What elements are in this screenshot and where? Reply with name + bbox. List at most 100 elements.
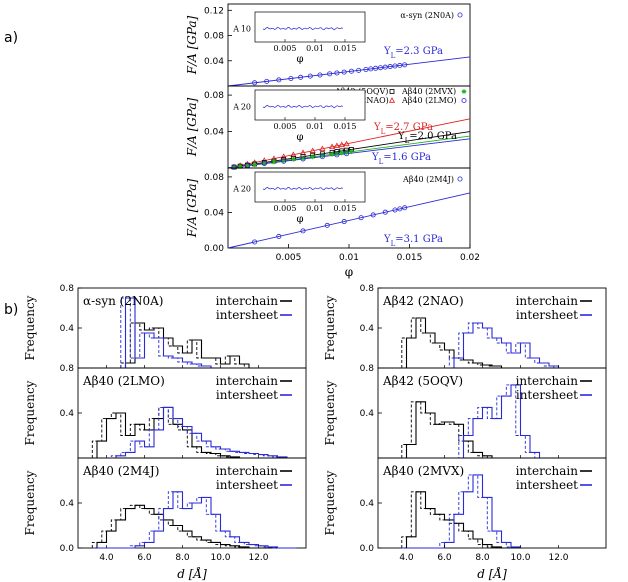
a-ytick-label: 0.04: [204, 128, 224, 138]
a-data-point: [341, 69, 347, 75]
a-fit-label-red: YL=2.7 GPa: [373, 122, 433, 136]
a-ytick-label: 0.08: [204, 32, 224, 42]
a-data-point: [300, 155, 306, 161]
a-data-point: [298, 74, 304, 80]
b-ytick-label: 0.8: [60, 284, 75, 294]
panel-label-a: a): [4, 30, 18, 46]
a-legend-marker: [389, 89, 395, 94]
b-subplot-4: 0.4 0.0 Frequency Aβ40 (2M4J) interchaininte…: [23, 457, 307, 581]
b-legend-interchain: interchain: [516, 464, 579, 478]
b-legend-intersheet: intersheet: [216, 308, 278, 322]
inset-xtick-label: 0.01: [306, 204, 324, 213]
b-xlabel: d [Å]: [477, 566, 507, 581]
a-data-point: [276, 77, 282, 83]
a-data-point: [402, 62, 408, 68]
a-ytick-label: 0.04: [204, 57, 224, 67]
b-hist-interchain: [96, 504, 297, 549]
a-data-point: [349, 149, 354, 155]
a-data-point: [392, 63, 398, 69]
b-ylabel: Frequency: [23, 295, 37, 360]
a-data-point: [309, 147, 316, 153]
a-data-point: [377, 65, 383, 71]
a-data-point: [310, 154, 316, 160]
b-hist-intersheet: [97, 406, 288, 459]
a-data-point: [333, 142, 340, 149]
b-xtick-label: 8.0: [475, 553, 490, 563]
b-ylabel: Frequency: [23, 380, 37, 445]
inset-frame: [254, 11, 366, 43]
b-subplot-5: 0.4 0.0 Frequency Aβ40 (2MVX) interchaininte…: [323, 457, 607, 581]
b-subplot-2: 0.4 0.8 Frequency Aβ40 (2LMO) interchaininte…: [23, 364, 307, 459]
a-data-point: [402, 205, 408, 211]
a-xtick-label: 0.02: [460, 253, 480, 263]
b-ytick-label: 0.8: [60, 364, 75, 374]
a-ylabel: F/A [GPa]: [185, 178, 199, 238]
a-data-point: [252, 239, 258, 245]
inset-ytick: 20: [241, 185, 251, 194]
b-ytick-label: 0.8: [360, 364, 375, 374]
inset-xtick-label: 0.015: [334, 122, 357, 131]
a-data-point: [344, 151, 350, 157]
b-xtick-label: 10.0: [210, 553, 230, 563]
inset-ylabel: A: [232, 103, 239, 112]
a-data-point: [382, 64, 388, 70]
b-xtick-label: 8.0: [175, 553, 190, 563]
a-fit-label-blue: YL=1.6 GPa: [371, 152, 431, 166]
b-ylabel: Frequency: [323, 470, 337, 535]
b-hist-intersheet: [406, 474, 522, 549]
inset-xtick-label: 0.015: [334, 204, 357, 213]
b-legend-interchain: interchain: [216, 294, 279, 308]
a-fit-line: [227, 135, 471, 169]
a-data-point: [397, 62, 403, 68]
inset-line: [262, 26, 344, 31]
inset-xlabel: φ: [296, 54, 303, 65]
b-xtick-label: 4.0: [399, 553, 414, 563]
a-data-point: [344, 149, 349, 155]
inset-ytick: 10: [241, 25, 251, 34]
a-data-point: [300, 228, 306, 234]
inset-xtick-label: 0.015: [334, 44, 357, 53]
a-data-point: [338, 141, 345, 148]
a-data-point: [334, 70, 340, 76]
b-ytick-label: 0.4: [360, 409, 375, 419]
a-data-point: [334, 151, 340, 157]
inset-xtick-label: 0.005: [274, 122, 297, 131]
a-inset: 10A 0.005 0.01 0.015 φ: [232, 11, 366, 65]
a-xtick-label: 0.015: [397, 253, 423, 263]
b-legend-intersheet: intersheet: [216, 478, 278, 492]
a-data-point: [382, 209, 388, 215]
a-ytick-label: 0.04: [204, 208, 224, 218]
b-xtick-label: 6.0: [437, 553, 452, 563]
b-hist-intersheet-dashed: [401, 322, 555, 369]
a-inset: 20A 0.005 0.01 0.015 φ: [232, 171, 366, 225]
b-legend-interchain: interchain: [516, 294, 579, 308]
a-data-point: [237, 164, 243, 169]
a-subplot-a-top: 0.12 0.08 0.04 F/A [GPa] α-syn (2N0A) YL=2.3 …: [185, 3, 471, 87]
b-panel-title: Aβ40 (2LMO): [82, 374, 165, 388]
a-fit-line: [227, 192, 471, 249]
b-xtick-label: 4.0: [99, 553, 114, 563]
a-data-point: [307, 73, 313, 79]
b-legend-intersheet: intersheet: [516, 308, 578, 322]
b-ytick-label: 0.4: [360, 499, 375, 509]
b-subplot-1: 0.4 0.8 Frequency Aβ42 (2NAO) interchaininte…: [323, 284, 607, 369]
a-xtick-label: 0.01: [339, 253, 359, 263]
a-data-point: [288, 75, 294, 81]
b-legend-interchain: interchain: [216, 464, 279, 478]
a-data-point: [368, 66, 374, 72]
b-panel-title: Aβ40 (2MVX): [382, 464, 464, 478]
b-hist-interchain-dashed: [120, 322, 245, 368]
b-hist-interchain-dashed: [401, 491, 516, 549]
a-data-point: [343, 140, 350, 147]
a-data-point: [300, 156, 306, 162]
inset-xlabel: φ: [296, 132, 303, 143]
a-subplot-a-bottom: 0.08 0.04 0.00 F/A [GPa] Aβ40 (2M4J) YL=3.1 G…: [185, 167, 480, 279]
a-data-point: [358, 215, 364, 221]
a-data-point: [397, 206, 403, 212]
b-hist-intersheet-dashed: [92, 491, 292, 549]
inset-xtick-label: 0.005: [274, 204, 297, 213]
b-panel-title: Aβ40 (2M4J): [82, 464, 159, 478]
b-ytick-label: 0.0: [60, 544, 75, 554]
a-data-point: [324, 222, 330, 228]
